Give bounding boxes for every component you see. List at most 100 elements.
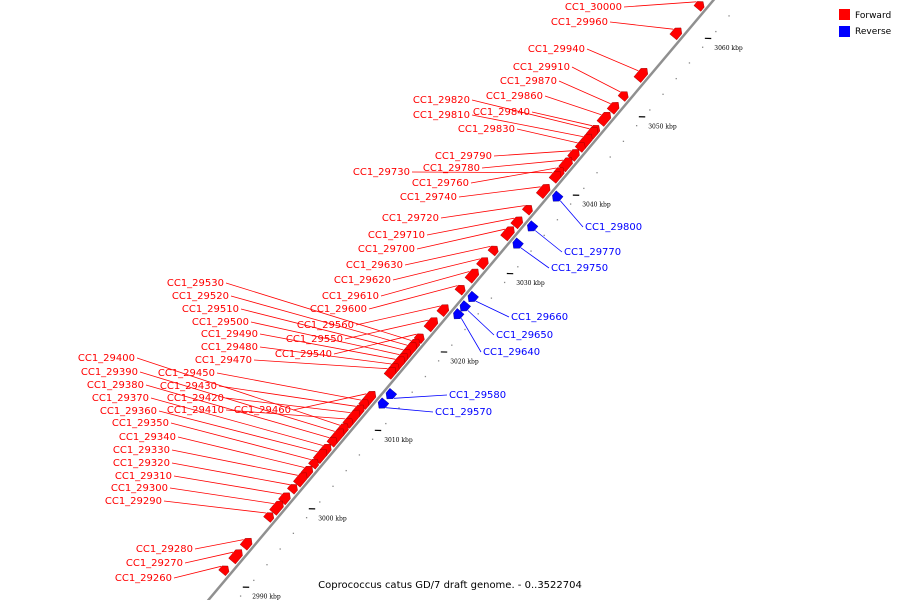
forward-gene-label: CC1_29330	[113, 445, 170, 456]
forward-gene-label: CC1_29720	[382, 213, 439, 224]
forward-leader	[458, 186, 541, 198]
forward-gene	[228, 549, 243, 565]
forward-leader	[411, 171, 553, 174]
reverse-gene-label: CC1_29800	[585, 222, 642, 233]
forward-leader	[150, 397, 323, 446]
forward-gene	[693, 1, 705, 12]
minor-tick	[358, 454, 361, 456]
reverse-leader	[475, 300, 510, 318]
forward-gene	[263, 512, 275, 523]
forward-leader-lines	[136, 1, 697, 579]
reverse-gene	[459, 300, 471, 312]
legend-reverse-swatch	[839, 26, 850, 37]
forward-gene-label: CC1_29470	[195, 355, 252, 366]
forward-gene	[521, 205, 533, 216]
reverse-gene-label: CC1_29570	[435, 407, 492, 418]
forward-leader	[139, 371, 335, 432]
minor-tick	[635, 125, 638, 127]
forward-gene-label: CC1_29560	[297, 320, 354, 331]
reverse-gene-label: CC1_29770	[564, 247, 621, 258]
forward-leader	[571, 66, 621, 93]
forward-leader	[173, 565, 222, 579]
minor-tick	[503, 281, 506, 284]
minor-tick	[701, 46, 704, 48]
minor-tick	[556, 219, 559, 221]
forward-leader	[558, 80, 611, 105]
forward-leader	[380, 271, 470, 297]
minor-tick	[371, 438, 374, 440]
forward-gene-label: CC1_29430	[160, 381, 217, 392]
forward-gene	[218, 565, 230, 577]
reverse-gene	[512, 237, 524, 249]
reverse-gene	[385, 388, 398, 400]
forward-gene-label: CC1_29810	[413, 110, 470, 121]
reverse-gene	[467, 290, 479, 302]
forward-gene-labels: CC1_30000 CC1_29960 CC1_29940 CC1_29910 CC1_…	[78, 2, 622, 584]
reverse-gene-label: CC1_29660	[511, 312, 568, 323]
forward-gene-label: CC1_29380	[87, 380, 144, 391]
forward-leader	[171, 462, 290, 486]
forward-gene-label: CC1_29340	[119, 432, 176, 443]
reverse-gene	[453, 308, 465, 320]
minor-tick	[517, 266, 519, 268]
minor-tick	[569, 203, 572, 205]
minor-tick	[609, 156, 611, 158]
forward-leader	[392, 258, 480, 281]
forward-leader	[426, 217, 515, 236]
forward-leader	[440, 205, 525, 219]
forward-gene	[342, 418, 354, 429]
minor-tick	[319, 501, 321, 503]
tick-label: 3010 kbp	[384, 437, 413, 444]
forward-leader	[225, 397, 351, 413]
reverse-leader	[559, 200, 584, 228]
genome-backbone	[206, 0, 716, 600]
forward-gene	[669, 27, 683, 41]
minor-tick	[292, 532, 295, 534]
tick-label: 2990 kbp	[252, 594, 281, 600]
forward-leader	[368, 285, 458, 310]
reverse-leader-lines	[385, 200, 584, 413]
forward-gene-label: CC1_29410	[167, 405, 224, 416]
forward-gene	[567, 149, 580, 162]
forward-gene-label: CC1_29860	[486, 91, 543, 102]
minor-tick	[728, 15, 730, 17]
forward-gene	[464, 268, 480, 284]
forward-gene-label: CC1_29520	[172, 291, 229, 302]
forward-gene	[326, 437, 338, 448]
forward-leader	[531, 111, 593, 127]
forward-gene-label: CC1_30000	[565, 2, 622, 13]
forward-leader	[609, 21, 674, 30]
minor-tick	[464, 328, 466, 331]
forward-gene-label: CC1_29600	[310, 304, 367, 315]
forward-gene	[606, 102, 620, 115]
forward-gene-label: CC1_29530	[167, 278, 224, 289]
forward-gene-label: CC1_29840	[473, 107, 530, 118]
minor-tick	[715, 30, 717, 33]
forward-leader	[516, 128, 578, 144]
minor-tick	[279, 548, 281, 550]
forward-gene	[358, 399, 370, 410]
tick-label: 3020 kbp	[450, 359, 479, 366]
forward-leader	[344, 319, 429, 340]
forward-leader	[253, 359, 388, 370]
reverse-leader	[534, 230, 563, 253]
forward-gene	[510, 216, 524, 230]
reverse-gene	[527, 220, 539, 232]
forward-gene-label: CC1_29960	[551, 17, 608, 28]
forward-leader	[250, 321, 400, 355]
forward-leader	[471, 99, 590, 130]
forward-leader	[481, 159, 564, 169]
forward-gene-label: CC1_29390	[81, 367, 138, 378]
minor-tick	[596, 172, 598, 174]
forward-leader	[170, 422, 312, 460]
minor-tick	[239, 595, 242, 597]
map-caption: Coprococcus catus GD/7 draft genome. - 0…	[318, 580, 582, 591]
forward-gene-label: CC1_29310	[115, 471, 172, 482]
minor-tick	[451, 344, 453, 346]
kbp-ticks: 2990 kbp 3000 kbp 3010 kbp 3020 kbp 3030 kbp…	[239, 15, 743, 600]
forward-leader	[169, 487, 274, 504]
forward-gene-label: CC1_29820	[413, 95, 470, 106]
forward-leader	[259, 333, 396, 360]
